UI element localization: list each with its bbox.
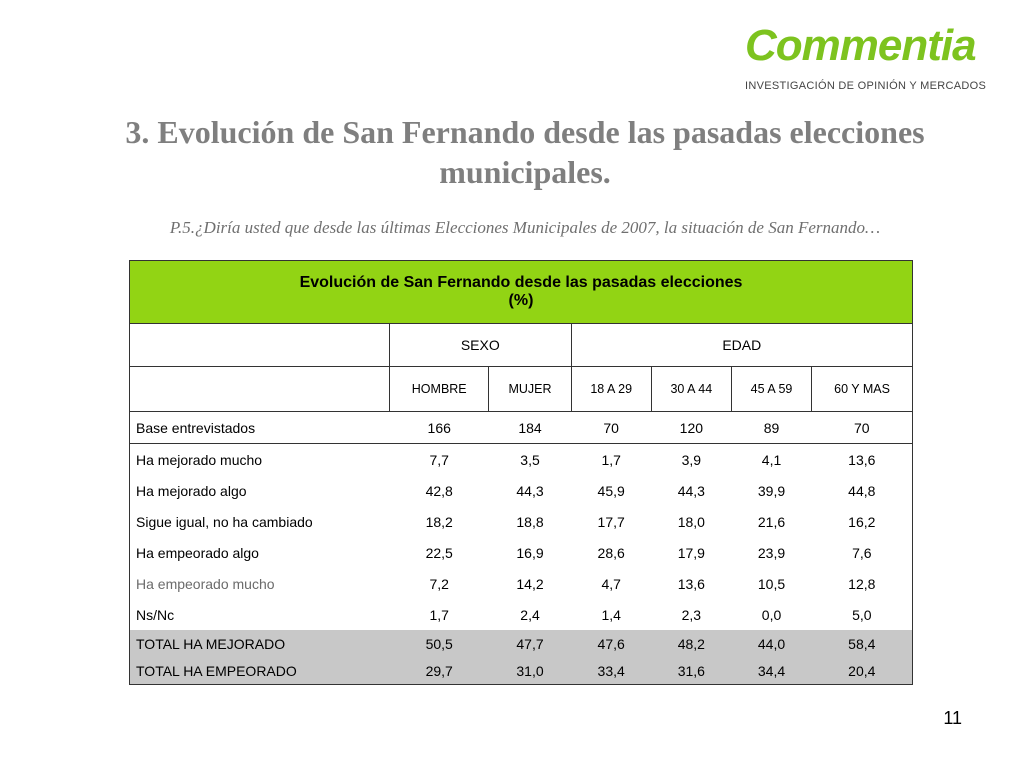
table-cell: 1,7	[429, 606, 449, 623]
table-header: Evolución de San Fernando desde las pasa…	[129, 260, 913, 324]
table-cell: 1,7	[571, 443, 652, 475]
table-cell: 17,9	[677, 544, 705, 561]
table-cell: 12,8	[811, 568, 913, 599]
table-row: Ha mejorado mucho 7,7 3,5 1,7 3,9 4,1 13…	[129, 443, 913, 475]
total-cell: 20,4	[811, 657, 913, 685]
table-cell: 7,2	[429, 575, 449, 592]
total-cell: 44,0	[731, 630, 812, 657]
slide-title: 3. Evolución de San Fernando desde las p…	[125, 114, 925, 190]
group-header-edad: EDAD	[570, 323, 914, 367]
total-label: TOTAL HA EMPEORADO	[129, 657, 390, 685]
group-header-empty	[129, 323, 390, 367]
column-header: 45 A 59	[730, 366, 813, 412]
row-label: Ns/Nc	[129, 599, 390, 630]
column-header: HOMBRE	[388, 366, 490, 412]
total-cell: 31,0	[488, 657, 572, 685]
table-cell: 4,1	[731, 443, 812, 475]
table-cell: 44,8	[811, 475, 913, 506]
row-label: Ha mejorado algo	[129, 475, 390, 506]
table-cell: 21,6	[757, 513, 786, 530]
row-label: Ha empeorado algo	[129, 537, 390, 568]
table-cell: 18,8	[516, 513, 544, 530]
table-cell: 3,9	[651, 443, 732, 475]
total-cell: 33,4	[571, 657, 652, 685]
commentia-logo: Commentia INVESTIGACIÓN DE OPINIÓN Y MER…	[745, 21, 1000, 93]
table-cell: 18,2	[425, 513, 453, 530]
table-cell: 120	[651, 411, 732, 444]
table-row-base: Base entrevistados 166 184 70 120 89 70	[129, 411, 913, 444]
table-cell: 42,8	[425, 482, 453, 499]
table-cell: 70	[811, 411, 913, 444]
table-cell: 17,7	[597, 513, 625, 530]
table-cell: 13,6	[811, 443, 913, 475]
table-cell: 2,3	[681, 606, 702, 623]
table-row: Ns/Nc 1,7 2,4 1,4 2,3 0,0 5,0	[129, 599, 913, 630]
column-header-row: HOMBRE MUJER 18 A 29 30 A 44 45 A 59 60 …	[129, 366, 913, 412]
results-table: Evolución de San Fernando desde las pasa…	[129, 260, 914, 685]
table-cell: 166	[389, 411, 489, 444]
table-cell: 45,9	[597, 482, 625, 499]
total-cell: 31,6	[651, 657, 732, 685]
table-cell: 23,9	[757, 544, 786, 561]
table-row: Sigue igual, no ha cambiado 18,2 18,8 17…	[129, 506, 913, 537]
table-cell: 4,7	[601, 575, 621, 592]
table-cell: 44,3	[516, 482, 544, 499]
column-header: MUJER	[488, 366, 572, 412]
table-cell: 89	[731, 411, 812, 444]
table-row: Ha empeorado mucho 7,2 14,2 4,7 13,6 10,…	[129, 568, 913, 599]
table-cell: 39,9	[757, 482, 786, 499]
logo-wordmark: Commentia	[745, 21, 977, 70]
group-header-row: SEXO EDAD	[129, 323, 914, 367]
table-header-title: Evolución de San Fernando desde las pasa…	[299, 274, 743, 291]
column-header: 18 A 29	[570, 366, 652, 412]
table-cell: 3,5	[488, 443, 572, 475]
table-cell: 1,4	[601, 606, 621, 623]
table-row: Ha empeorado algo 22,5 16,9 28,6 17,9 23…	[129, 537, 913, 568]
table-cell: 10,5	[757, 575, 786, 592]
column-header: 60 Y MAS	[811, 366, 913, 412]
table-cell: 16,2	[811, 506, 913, 537]
total-row: TOTAL HA EMPEORADO 29,7 31,0 33,4 31,6 3…	[129, 657, 913, 685]
total-cell: 34,4	[731, 657, 812, 685]
total-cell: 47,6	[571, 630, 652, 657]
row-label: Base entrevistados	[129, 411, 390, 444]
survey-question: P.5.¿Diría usted que desde las últimas E…	[169, 218, 881, 237]
table-cell: 22,5	[425, 544, 453, 561]
table-cell: 28,6	[597, 544, 625, 561]
total-cell: 29,7	[389, 657, 489, 685]
total-cell: 50,5	[389, 630, 489, 657]
table-cell: 7,6	[811, 537, 913, 568]
row-label: Sigue igual, no ha cambiado	[129, 506, 390, 537]
table-cell: 184	[488, 411, 572, 444]
table-cell: 2,4	[520, 606, 540, 623]
total-row: TOTAL HA MEJORADO 50,5 47,7 47,6 48,2 44…	[129, 630, 913, 657]
table-cell: 0,0	[761, 606, 782, 623]
row-label: Ha mejorado mucho	[129, 443, 390, 475]
table-cell: 5,0	[811, 599, 913, 630]
table-header-row: Evolución de San Fernando desde las pasa…	[129, 260, 913, 324]
page-number: 11	[943, 708, 962, 728]
total-cell: 48,2	[651, 630, 732, 657]
table-cell: 14,2	[516, 575, 544, 592]
total-cell: 58,4	[811, 630, 913, 657]
logo-tagline: INVESTIGACIÓN DE OPINIÓN Y MERCADOS	[745, 80, 987, 92]
group-header-sexo: SEXO	[389, 323, 572, 367]
total-label: TOTAL HA MEJORADO	[129, 630, 390, 657]
table-header-unit: (%)	[508, 292, 534, 309]
table-cell: 18,0	[677, 513, 705, 530]
column-header: 30 A 44	[650, 366, 732, 412]
table-cell: 7,7	[389, 443, 489, 475]
table-cell: 70	[571, 411, 652, 444]
table-cell: 44,3	[677, 482, 705, 499]
row-label: Ha empeorado mucho	[129, 568, 390, 599]
table-row: Ha mejorado algo 42,8 44,3 45,9 44,3 39,…	[129, 475, 913, 506]
total-cell: 47,7	[488, 630, 572, 657]
column-header-empty	[129, 366, 390, 412]
table-cell: 16,9	[516, 544, 544, 561]
table-cell: 13,6	[677, 575, 705, 592]
